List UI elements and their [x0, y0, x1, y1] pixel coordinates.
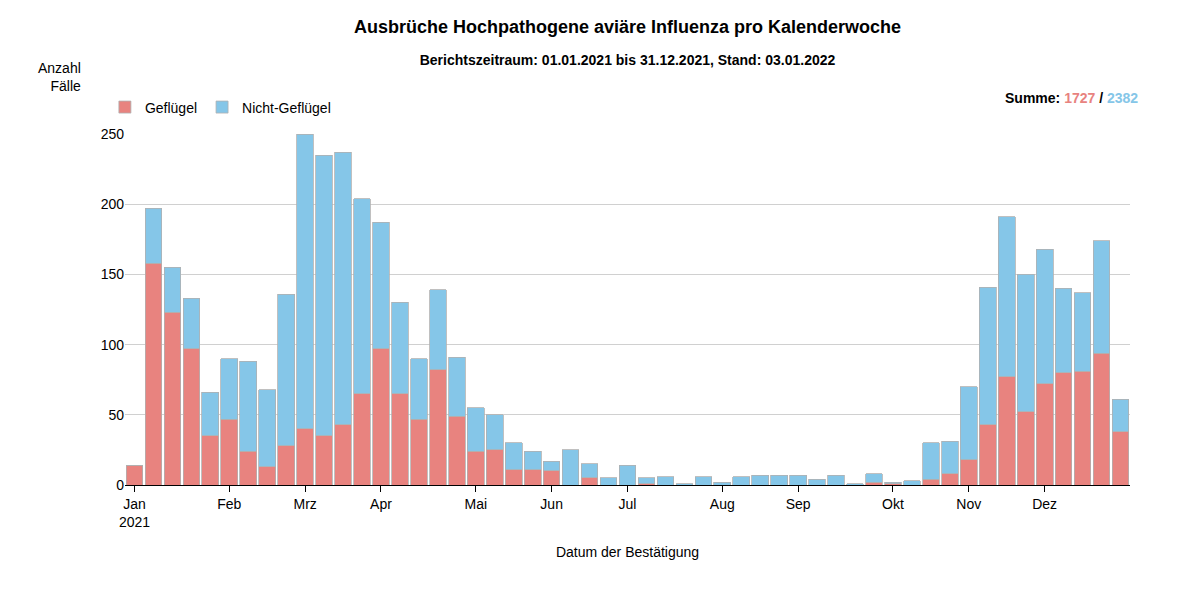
svg-text:150: 150 — [101, 266, 125, 282]
svg-text:Berichtszeitraum: 01.01.2021 b: Berichtszeitraum: 01.01.2021 bis 31.12.2… — [420, 52, 836, 68]
svg-text:Mai: Mai — [465, 496, 488, 512]
svg-text:100: 100 — [101, 337, 125, 353]
svg-text:Jun: Jun — [540, 496, 563, 512]
svg-text:Geflügel: Geflügel — [145, 100, 197, 116]
svg-text:Ausbrüche Hochpathogene aviäre: Ausbrüche Hochpathogene aviäre Influenza… — [354, 17, 901, 37]
svg-text:AnzahlFälle: AnzahlFälle — [38, 60, 81, 94]
svg-text:Aug: Aug — [710, 496, 735, 512]
svg-text:Dez: Dez — [1032, 496, 1057, 512]
svg-text:Sep: Sep — [786, 496, 811, 512]
svg-text:Nicht-Geflügel: Nicht-Geflügel — [242, 100, 331, 116]
svg-text:Datum der Bestätigung: Datum der Bestätigung — [556, 544, 699, 560]
svg-text:Jan2021: Jan2021 — [119, 496, 150, 530]
svg-text:0: 0 — [116, 477, 124, 493]
svg-text:250: 250 — [101, 126, 125, 142]
svg-text:Nov: Nov — [956, 496, 981, 512]
svg-text:Okt: Okt — [882, 496, 904, 512]
svg-text:50: 50 — [108, 407, 124, 423]
svg-text:Mrz: Mrz — [293, 496, 316, 512]
svg-text:Feb: Feb — [217, 496, 241, 512]
svg-text:200: 200 — [101, 196, 125, 212]
svg-text:Summe: 1727 / 2382: Summe: 1727 / 2382 — [1005, 90, 1138, 106]
svg-text:Jul: Jul — [619, 496, 637, 512]
svg-text:Apr: Apr — [370, 496, 392, 512]
